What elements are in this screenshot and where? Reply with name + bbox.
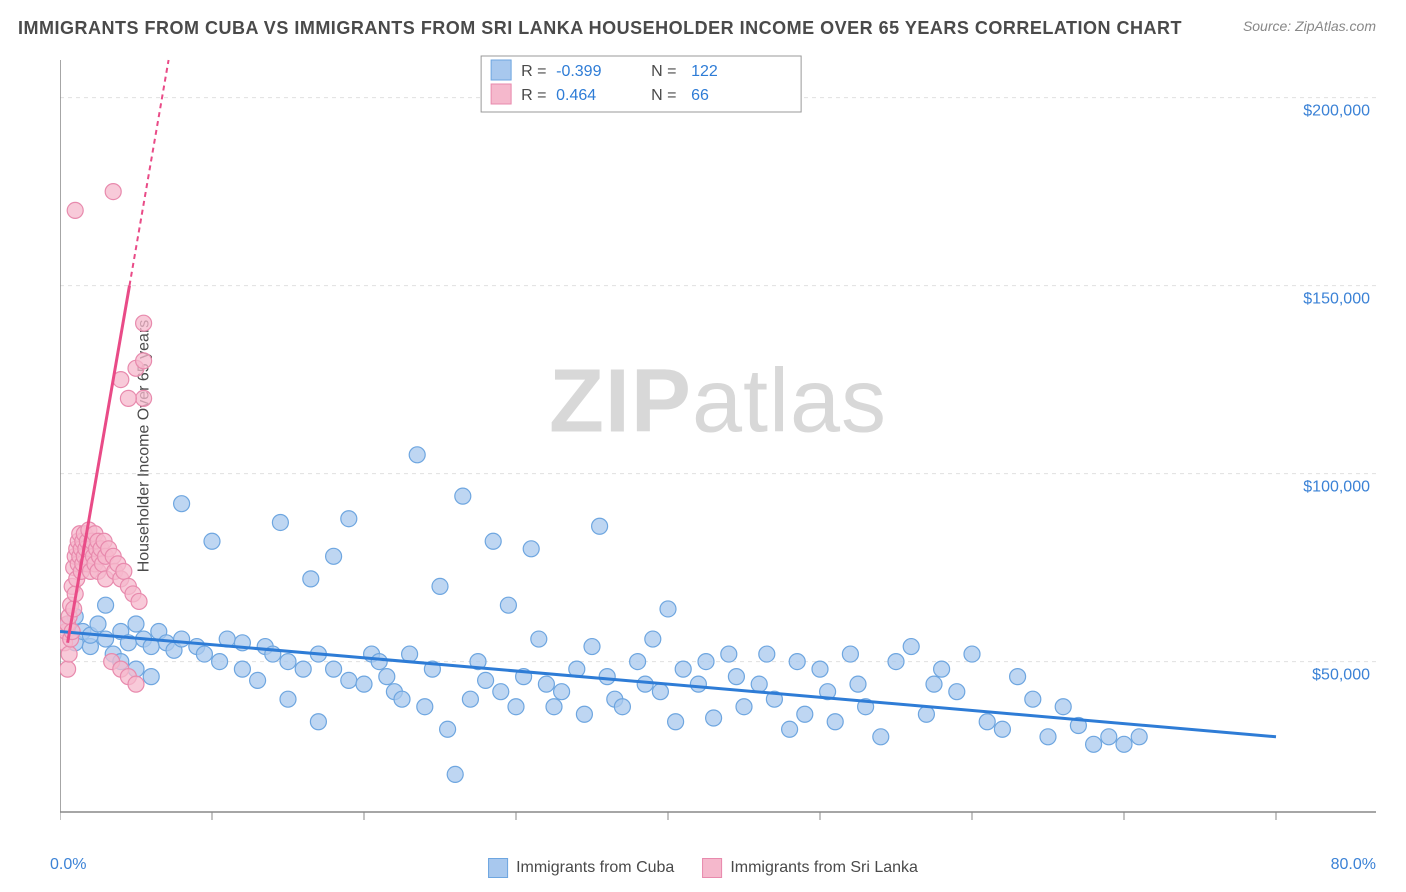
svg-text:-0.399: -0.399 (556, 63, 601, 80)
legend-label-srilanka: Immigrants from Sri Lanka (730, 859, 918, 877)
legend-swatch-srilanka (702, 858, 722, 878)
x-axis-max: 80.0% (1331, 856, 1376, 874)
legend-label-cuba: Immigrants from Cuba (516, 859, 674, 877)
svg-text:$200,000: $200,000 (1303, 103, 1370, 120)
source-attribution: Source: ZipAtlas.com (1243, 18, 1376, 34)
svg-text:R =: R = (521, 87, 546, 104)
bottom-legend: Immigrants from Cuba Immigrants from Sri… (488, 858, 918, 878)
chart-container: ZIPatlas $50,000$100,000$150,000$200,000… (60, 50, 1376, 832)
legend-item-srilanka: Immigrants from Sri Lanka (702, 858, 918, 878)
svg-text:0.464: 0.464 (556, 87, 596, 104)
svg-text:$150,000: $150,000 (1303, 291, 1370, 308)
scatter-chart: $50,000 $100,000 $150,000 $200,000 R = -0.399… (60, 50, 1376, 832)
svg-text:$100,000: $100,000 (1303, 479, 1370, 496)
svg-text:66: 66 (691, 87, 709, 104)
svg-text:R =: R = (521, 63, 546, 80)
x-axis-min: 0.0% (50, 856, 86, 874)
chart-title: IMMIGRANTS FROM CUBA VS IMMIGRANTS FROM … (18, 18, 1182, 39)
svg-text:N =: N = (651, 87, 676, 104)
svg-text:122: 122 (691, 63, 718, 80)
legend-item-cuba: Immigrants from Cuba (488, 858, 674, 878)
svg-text:$50,000: $50,000 (1312, 667, 1370, 684)
legend-swatch-cuba (488, 858, 508, 878)
svg-text:N =: N = (651, 63, 676, 80)
